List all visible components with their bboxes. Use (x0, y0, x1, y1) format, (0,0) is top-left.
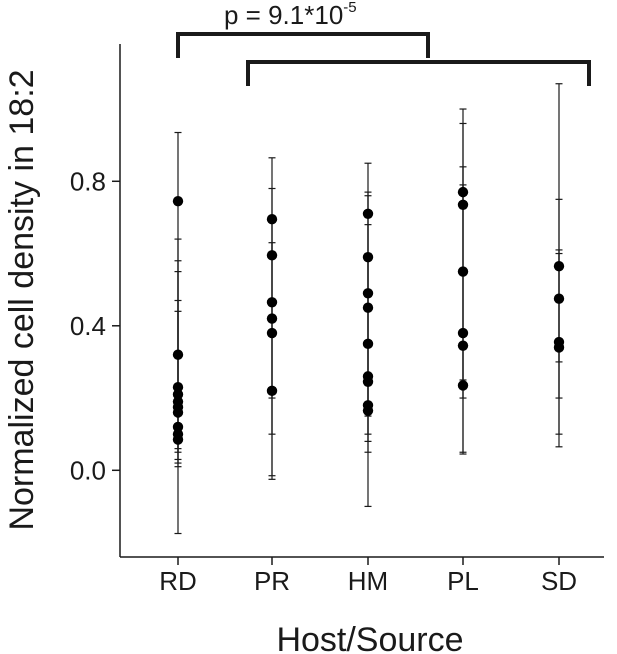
data-point (457, 199, 469, 210)
axes (119, 44, 604, 558)
significance-bracket-right (246, 60, 591, 86)
data-point (457, 340, 469, 351)
data-point (362, 288, 374, 299)
x-tick-label: PL (447, 566, 479, 596)
p-value-label: p = 9.1*10-5 (224, 0, 357, 30)
data-point (457, 380, 469, 391)
y-tick-label: 0.0 (70, 455, 106, 485)
significance-annotation: p = 9.1*10-5 (176, 0, 591, 86)
data-point (266, 250, 278, 261)
data-point (266, 313, 278, 324)
y-tick-label: 0.4 (70, 311, 106, 341)
data-point (457, 266, 469, 277)
data-point (362, 251, 374, 263)
significance-bracket-left (176, 32, 430, 58)
data-points (172, 186, 565, 445)
data-point (362, 302, 374, 313)
data-point (172, 434, 184, 445)
y-axis-title: Normalized cell density in 18:2 (3, 69, 41, 530)
data-point (266, 297, 278, 308)
x-ticks: RD PR HM PL SD (159, 557, 577, 596)
data-point (553, 342, 565, 353)
data-point (172, 382, 184, 393)
y-ticks: 0.0 0.4 0.8 (70, 166, 120, 485)
data-point (172, 349, 184, 360)
data-point (457, 327, 469, 339)
x-tick-label: HM (348, 566, 388, 596)
x-tick-label: SD (541, 566, 577, 596)
data-point (362, 405, 374, 416)
data-point (362, 338, 374, 350)
data-point (172, 407, 184, 418)
x-tick-label: PR (254, 566, 290, 596)
data-point (362, 376, 374, 387)
error-bar (364, 252, 372, 417)
x-tick-label: RD (159, 566, 197, 596)
y-tick-label: 0.8 (70, 166, 106, 196)
data-point (266, 327, 278, 339)
data-point (553, 260, 565, 272)
data-point (362, 208, 374, 219)
data-point (553, 293, 565, 304)
p-value-main: p = 9.1*10 (224, 0, 343, 30)
data-point (172, 421, 184, 433)
data-point (172, 195, 184, 207)
p-value-exponent: -5 (343, 0, 356, 16)
x-axis-title: Host/Source (276, 621, 463, 654)
data-point (266, 385, 278, 397)
data-point (457, 186, 469, 198)
data-point (266, 214, 278, 225)
data-point (172, 389, 184, 400)
